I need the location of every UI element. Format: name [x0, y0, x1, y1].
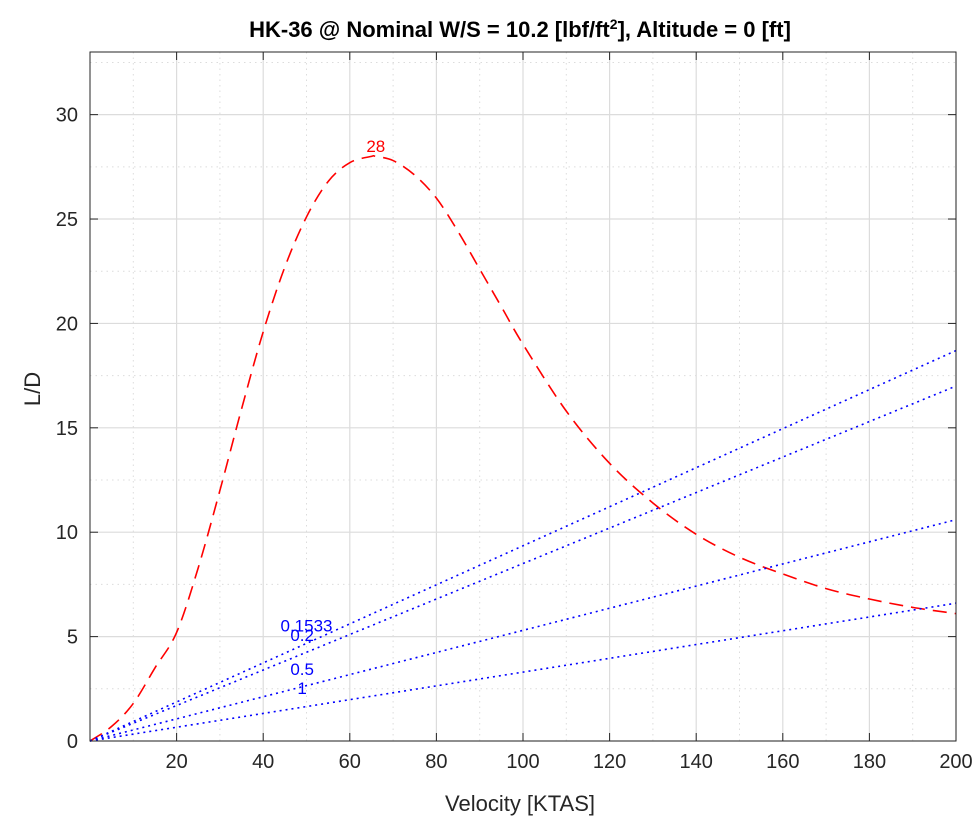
x-tick-label: 180 — [853, 751, 886, 773]
series-line-3 — [89, 518, 957, 742]
series-label-2: 0.2 — [290, 626, 314, 645]
series-line-0 — [89, 154, 957, 742]
y-tick-label: 5 — [67, 627, 78, 649]
x-tick-label: 120 — [593, 751, 626, 773]
x-axis-label: Velocity [KTAS] — [445, 791, 595, 816]
series-line-1 — [89, 349, 957, 742]
y-tick-label: 10 — [56, 522, 78, 544]
ticks: 20 40 60 80 100 120 140 160 180 200 0 5 10 15 20 25 30 — [56, 52, 973, 773]
series-label-3: 0.5 — [290, 660, 314, 679]
y-tick-label: 30 — [56, 105, 78, 127]
series-label-1: 0.1533 — [281, 616, 333, 635]
y-tick-label: 0 — [67, 731, 78, 753]
y-tick-label: 25 — [56, 209, 78, 231]
x-tick-label: 80 — [425, 751, 447, 773]
x-tick-label: 20 — [165, 751, 187, 773]
chart-title: HK-36 @ Nominal W/S = 10.2 [lbf/ft2], Al… — [249, 16, 791, 42]
series-layer — [89, 154, 957, 742]
y-tick-label: 20 — [56, 313, 78, 335]
series-line-4 — [89, 602, 957, 742]
y-tick-label: 15 — [56, 418, 78, 440]
x-tick-label: 40 — [252, 751, 274, 773]
x-tick-label: 200 — [939, 751, 972, 773]
x-tick-label: 140 — [680, 751, 713, 773]
x-tick-label: 100 — [506, 751, 539, 773]
x-tick-label: 60 — [339, 751, 361, 773]
y-axis-label: L/D — [20, 372, 45, 406]
series-label-4: 1 — [297, 679, 306, 698]
x-tick-label: 160 — [766, 751, 799, 773]
series-label-0: 28 — [366, 137, 385, 156]
